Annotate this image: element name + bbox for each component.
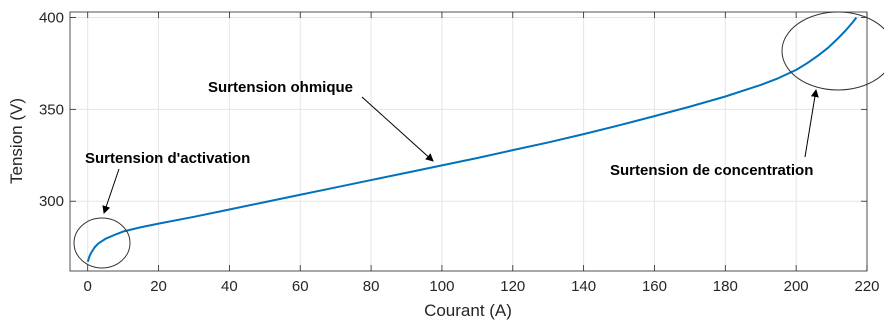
x-tick-label: 220 (854, 278, 879, 295)
annotation-activation: Surtension d'activation (85, 150, 250, 167)
x-axis: 0 20 40 60 80 100 120 140 160 180 200 220 (84, 12, 880, 295)
annotation-ohmique: Surtension ohmique (208, 79, 353, 96)
x-tick-label: 200 (784, 278, 809, 295)
arrow-concentration (804, 89, 819, 158)
annotation-layer: Surtension d'activation Surtension ohmiq… (73, 11, 884, 269)
y-tick-label: 300 (39, 193, 64, 210)
arrow-ohmique (361, 96, 434, 162)
y-axis-title: Tension (V) (7, 98, 26, 184)
x-tick-label: 60 (292, 278, 309, 295)
y-tick-label: 400 (39, 10, 64, 27)
x-tick-label: 40 (221, 278, 238, 295)
x-tick-label: 180 (713, 278, 738, 295)
x-axis-title: Courant (A) (424, 301, 512, 320)
grid (70, 12, 868, 271)
annotation-concentration: Surtension de concentration (610, 162, 813, 179)
x-tick-label: 140 (571, 278, 596, 295)
x-tick-label: 100 (429, 278, 454, 295)
x-tick-label: 0 (84, 278, 92, 295)
annotation-circle-concentration (781, 11, 884, 91)
series-layer (86, 16, 858, 263)
x-tick-label: 160 (642, 278, 667, 295)
x-tick-label: 120 (500, 278, 525, 295)
x-tick-label: 20 (150, 278, 167, 295)
y-tick-label: 350 (39, 101, 64, 118)
arrow-activation (102, 168, 120, 214)
y-axis: 300 350 400 (39, 10, 867, 210)
plot-area-frame (69, 11, 868, 272)
series-line (86, 16, 858, 263)
x-tick-label: 80 (363, 278, 380, 295)
annotation-circle-activation (73, 217, 131, 269)
